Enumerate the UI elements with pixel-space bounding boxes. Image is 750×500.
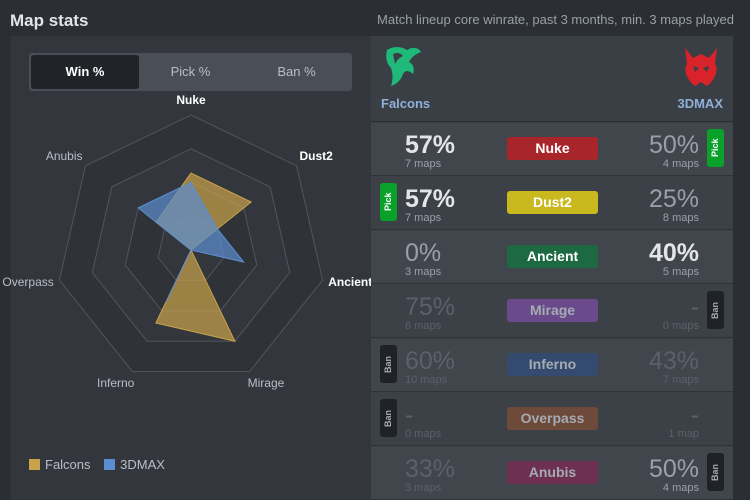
- action-badge-left: Pick: [380, 183, 397, 221]
- left-map-count: 8 maps: [405, 320, 442, 332]
- right-map-count: 8 maps: [662, 212, 699, 224]
- left-winrate: 75%: [405, 293, 456, 321]
- legend-item-3dmax: 3DMAX: [104, 457, 165, 472]
- right-winrate: 50%: [648, 455, 699, 483]
- map-badge: Mirage: [507, 299, 598, 322]
- left-map-count: 7 maps: [405, 158, 442, 170]
- radar-axis-label: Nuke: [176, 93, 206, 107]
- left-map-count: 0 maps: [405, 428, 442, 440]
- radar-axis-label: Inferno: [97, 376, 135, 391]
- right-map-count: 4 maps: [662, 158, 699, 170]
- tab-pick[interactable]: Pick %: [170, 64, 211, 79]
- table-row: 75% 8 maps Mirage -0 maps Ban: [371, 285, 733, 338]
- action-badge-right: Ban: [707, 291, 724, 329]
- table-row: 57% 7 maps Nuke 50% 4 maps Pick: [371, 123, 733, 176]
- page-title: Map stats: [10, 11, 89, 30]
- map-table: Falcons 3DMAX 57% 7 maps Nuke 50% 4 maps Pick…: [371, 36, 733, 500]
- map-badge: Ancient: [507, 245, 598, 268]
- action-badge-left: Ban: [380, 345, 397, 383]
- legend-label: Falcons: [45, 457, 91, 472]
- right-map-count: 1 map: [668, 428, 699, 440]
- right-map-count: 5 maps: [662, 266, 699, 278]
- radar-chart: [58, 114, 324, 373]
- team-name-3dmax: 3DMAX: [677, 96, 723, 111]
- falcon-icon: [386, 47, 421, 86]
- legend-swatch-3dmax: [104, 459, 116, 470]
- legend-item-falcons: Falcons: [29, 457, 91, 472]
- team-name-falcons: Falcons: [381, 96, 431, 111]
- radar-axis-label: Mirage: [247, 376, 285, 391]
- radar-panel: Win % Pick % Ban % Nuke Dust2 Ancient Mirag…: [2, 36, 373, 500]
- map-badge: Overpass: [507, 407, 598, 430]
- left-winrate: 0%: [405, 239, 442, 267]
- right-map-count: 4 maps: [662, 482, 699, 494]
- legend-swatch-falcons: [29, 459, 40, 470]
- chart-legend: Falcons 3DMAX: [29, 457, 175, 472]
- left-winrate: 33%: [405, 455, 456, 483]
- tab-ban[interactable]: Ban %: [277, 64, 316, 79]
- table-row: 33% 3 maps Anubis 50% 4 maps Ban: [371, 447, 733, 500]
- page-subtitle: Match lineup core winrate, past 3 months…: [377, 12, 734, 27]
- left-map-count: 10 maps: [405, 374, 448, 386]
- stat-tabs: Win % Pick % Ban %: [29, 53, 352, 91]
- team-header: Falcons 3DMAX: [371, 36, 733, 122]
- tab-win[interactable]: Win %: [31, 55, 139, 89]
- right-winrate: -: [690, 401, 699, 429]
- table-row: 0% 3 maps Ancient 40% 5 maps: [371, 231, 733, 284]
- radar-series-3dmax: [137, 181, 245, 303]
- right-winrate: -: [690, 293, 699, 321]
- table-row: Pick 57% 7 maps Dust2 25% 8 maps: [371, 177, 733, 230]
- map-badge: Anubis: [507, 461, 598, 484]
- right-winrate: 25%: [648, 185, 699, 213]
- left-winrate: 57%: [405, 185, 456, 213]
- right-map-count: 7 maps: [662, 374, 699, 386]
- radar-axis-label: Overpass: [2, 275, 54, 290]
- radar-axis-label: Dust2: [299, 149, 333, 164]
- demon-icon: [685, 48, 717, 86]
- map-badge: Nuke: [507, 137, 598, 160]
- action-badge-right: Pick: [707, 129, 724, 167]
- right-map-count: 0 maps: [662, 320, 699, 332]
- left-map-count: 3 maps: [405, 266, 442, 278]
- right-winrate: 50%: [648, 131, 699, 159]
- table-row: Ban 60% 10 maps Inferno 43% 7 maps: [371, 339, 733, 392]
- map-badge: Dust2: [507, 191, 598, 214]
- left-winrate: 60%: [405, 347, 456, 375]
- left-map-count: 7 maps: [405, 212, 442, 224]
- left-map-count: 3 maps: [405, 482, 442, 494]
- right-winrate: 43%: [648, 347, 699, 375]
- table-row: Ban -0 maps Overpass -1 map: [371, 393, 733, 446]
- action-badge-left: Ban: [380, 399, 397, 437]
- header: Map stats Match lineup core winrate, pas…: [0, 0, 750, 36]
- action-badge-right: Ban: [707, 453, 724, 491]
- map-badge: Inferno: [507, 353, 598, 376]
- right-winrate: 40%: [648, 239, 699, 267]
- left-winrate: -: [405, 401, 414, 429]
- radar-axis-label: Anubis: [45, 149, 83, 164]
- legend-label: 3DMAX: [120, 457, 165, 472]
- radar-axis-label: Ancient: [328, 275, 373, 290]
- left-winrate: 57%: [405, 131, 456, 159]
